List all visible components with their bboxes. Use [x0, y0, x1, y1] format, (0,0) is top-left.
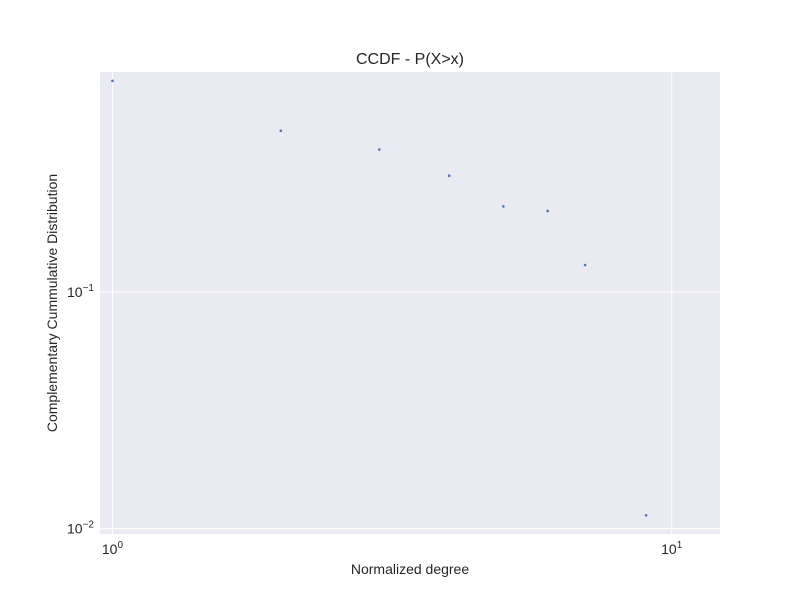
x-tick-label: 101: [661, 540, 683, 557]
data-point: [111, 79, 114, 83]
chart-title: CCDF - P(X>x): [356, 51, 464, 68]
grid-lines: [100, 72, 720, 534]
y-tick-label: 10−2: [67, 520, 94, 537]
data-point: [546, 209, 549, 213]
plot-area: [100, 72, 720, 534]
data-point: [583, 263, 587, 267]
data-point: [279, 129, 283, 133]
y-tick-labels: 10−1 10−2: [67, 283, 94, 537]
data-point: [502, 205, 505, 208]
data-point: [447, 174, 451, 177]
data-point: [377, 148, 381, 151]
data-point: [644, 513, 648, 517]
x-tick-labels: 100 101: [102, 540, 683, 557]
y-tick-label: 10−1: [67, 283, 94, 300]
data-points: [111, 79, 648, 517]
x-axis-label: Normalized degree: [351, 561, 469, 577]
y-axis-label: Complementary Cummulative Distribution: [44, 174, 60, 432]
x-tick-label: 100: [102, 540, 124, 557]
